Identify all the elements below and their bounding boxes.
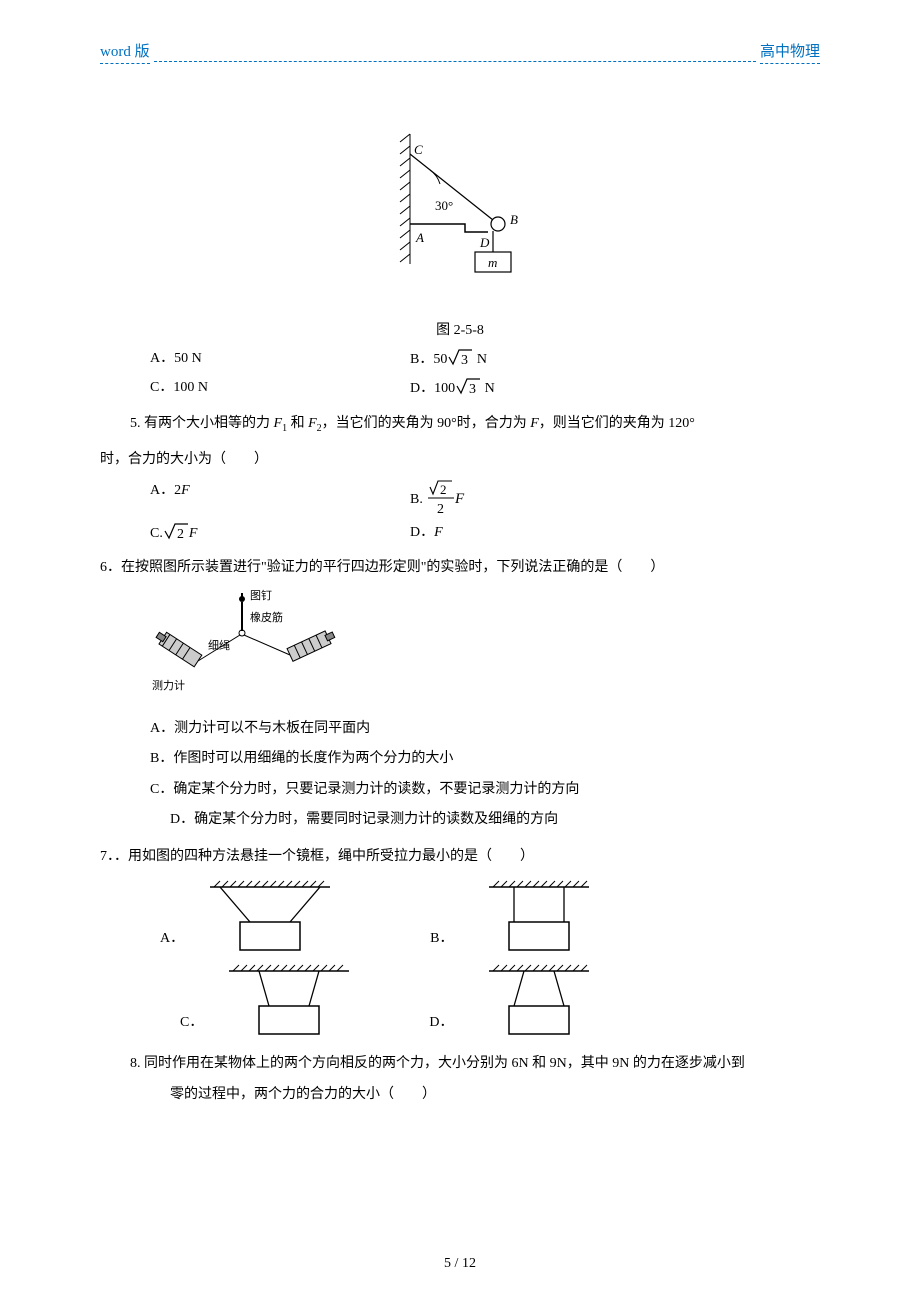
header-divider [154, 61, 756, 62]
q5-optD: D．F [410, 521, 820, 546]
q7-diagrams: A． B． C． [140, 877, 820, 1041]
q6-optD: D．确定某个分力时，需要同时记录测力计的读数及细绳的方向 [170, 807, 820, 834]
label-B: B [510, 212, 518, 227]
q6-label-band: 橡皮筋 [250, 610, 283, 624]
page-header: word 版 高中物理 [100, 40, 820, 64]
q5-pre: 5. 有两个大小相等的力 [130, 416, 274, 431]
q5-mid1: 和 [287, 416, 308, 431]
q7-row2: C． D． [140, 961, 820, 1041]
svg-text:3: 3 [461, 353, 468, 367]
q7-label-B: B． [430, 927, 453, 947]
q5-f1: F [274, 416, 283, 431]
q6-label-meter: 测力计 [152, 679, 185, 692]
q5-line2: 时，合力的大小为（ ） [100, 447, 820, 472]
q7-svgD [459, 961, 619, 1041]
q5-text: 5. 有两个大小相等的力 F1 和 F2，当它们的夹角为 90°时，合力为 F，… [130, 411, 820, 438]
q5-optC: C. 2F [150, 521, 410, 546]
svg-text:3: 3 [469, 382, 476, 396]
q5-optA: A．2F [150, 479, 410, 517]
q7-svgA [190, 877, 350, 957]
q5-row1: A．2F B. 2 2 F [150, 479, 820, 517]
q6-text: 6．在按照图所示装置进行"验证力的平行四边形定则"的实验时，下列说法正确的是（ … [100, 555, 820, 580]
svg-text:2: 2 [440, 482, 447, 497]
q6-label-pin: 图钉 [250, 589, 272, 602]
q7-row1: A． B． [140, 877, 820, 957]
q4-optD-suf: N [481, 381, 495, 396]
sqrt-icon: 2 [163, 521, 189, 541]
q4-row1: A．50 N B．50 3 N [150, 347, 820, 372]
page-footer: 5 / 12 [0, 1256, 920, 1272]
label-D: D [479, 235, 490, 250]
label-angle: 30° [435, 198, 453, 213]
figure-2-5-8: C 30° A B D m [100, 124, 820, 309]
q6-optA: A．测力计可以不与木板在同平面内 [150, 716, 820, 743]
q4-optB-suf: N [473, 352, 487, 367]
label-m: m [488, 255, 497, 270]
q8-line2: 零的过程中，两个力的合力的大小（ ） [170, 1082, 820, 1109]
q4-row2: C．100 N D．100 3 N [150, 376, 820, 401]
q5-mid2: ，当它们的夹角为 90°时，合力为 [322, 416, 531, 431]
q5A-pre: A．2 [150, 483, 181, 498]
header-left: word 版 [100, 40, 150, 64]
q4-optD-pre: D．100 [410, 381, 455, 396]
svg-text:2: 2 [437, 502, 444, 517]
label-A: A [415, 230, 424, 245]
q5-row2: C.2F D．F [150, 521, 820, 546]
fig-svg: C 30° A B D m [380, 124, 540, 304]
footer-sep: / [451, 1256, 462, 1271]
q7-text: 7．．用如图的四种方法悬挂一个镜框，绳中所受拉力最小的是（ ） [100, 844, 820, 869]
q4-optD: D．100 3 N [410, 376, 820, 401]
sqrt-icon: 3 [447, 347, 473, 367]
q7-svgB [459, 877, 619, 957]
q5D-pre: D． [410, 525, 434, 540]
fig-caption: 图 2-5-8 [100, 319, 820, 339]
q5B-label: B. [410, 492, 423, 507]
q5C-label: C. [150, 526, 163, 541]
q7-svgC [209, 961, 369, 1041]
q5D-f: F [434, 525, 443, 540]
footer-total: 12 [462, 1256, 476, 1271]
q5-optB: B. 2 2 F [410, 479, 820, 517]
q5-f: F [530, 416, 539, 431]
sqrt-icon: 3 [455, 376, 481, 396]
q6-optB: B．作图时可以用细绳的长度作为两个分力的大小 [150, 746, 820, 773]
footer-page: 5 [444, 1256, 451, 1271]
q6-label-thread: 细绳 [208, 638, 230, 652]
label-C: C [414, 142, 423, 157]
q7-label-C: C． [180, 1011, 203, 1031]
svg-text:2: 2 [177, 527, 184, 541]
q7-label-A: A． [160, 927, 184, 947]
fraction-icon: 2 2 F [426, 479, 466, 517]
q5C-f: F [189, 526, 198, 541]
q6-svg: 图钉 橡皮筋 细绳 测力计 [150, 589, 350, 699]
q5-mid3: ，则当它们的夹角为 120° [539, 416, 695, 431]
q4-optA: A．50 N [150, 347, 410, 372]
q8-line1: 8. 同时作用在某物体上的两个方向相反的两个力，大小分别为 6N 和 9N，其中… [130, 1051, 820, 1076]
q4-optB: B．50 3 N [410, 347, 820, 372]
q5-f2: F [308, 416, 317, 431]
q6-optC: C．确定某个分力时，只要记录测力计的读数，不要记录测力计的方向 [150, 777, 820, 804]
q4-optC: C．100 N [150, 376, 410, 401]
q7-label-D: D． [429, 1011, 453, 1031]
header-right: 高中物理 [760, 40, 820, 64]
svg-text:F: F [454, 491, 465, 507]
q5A-f: F [181, 483, 190, 498]
q4-optB-pre: B．50 [410, 352, 447, 367]
q6-diagram: 图钉 橡皮筋 细绳 测力计 [150, 589, 820, 704]
